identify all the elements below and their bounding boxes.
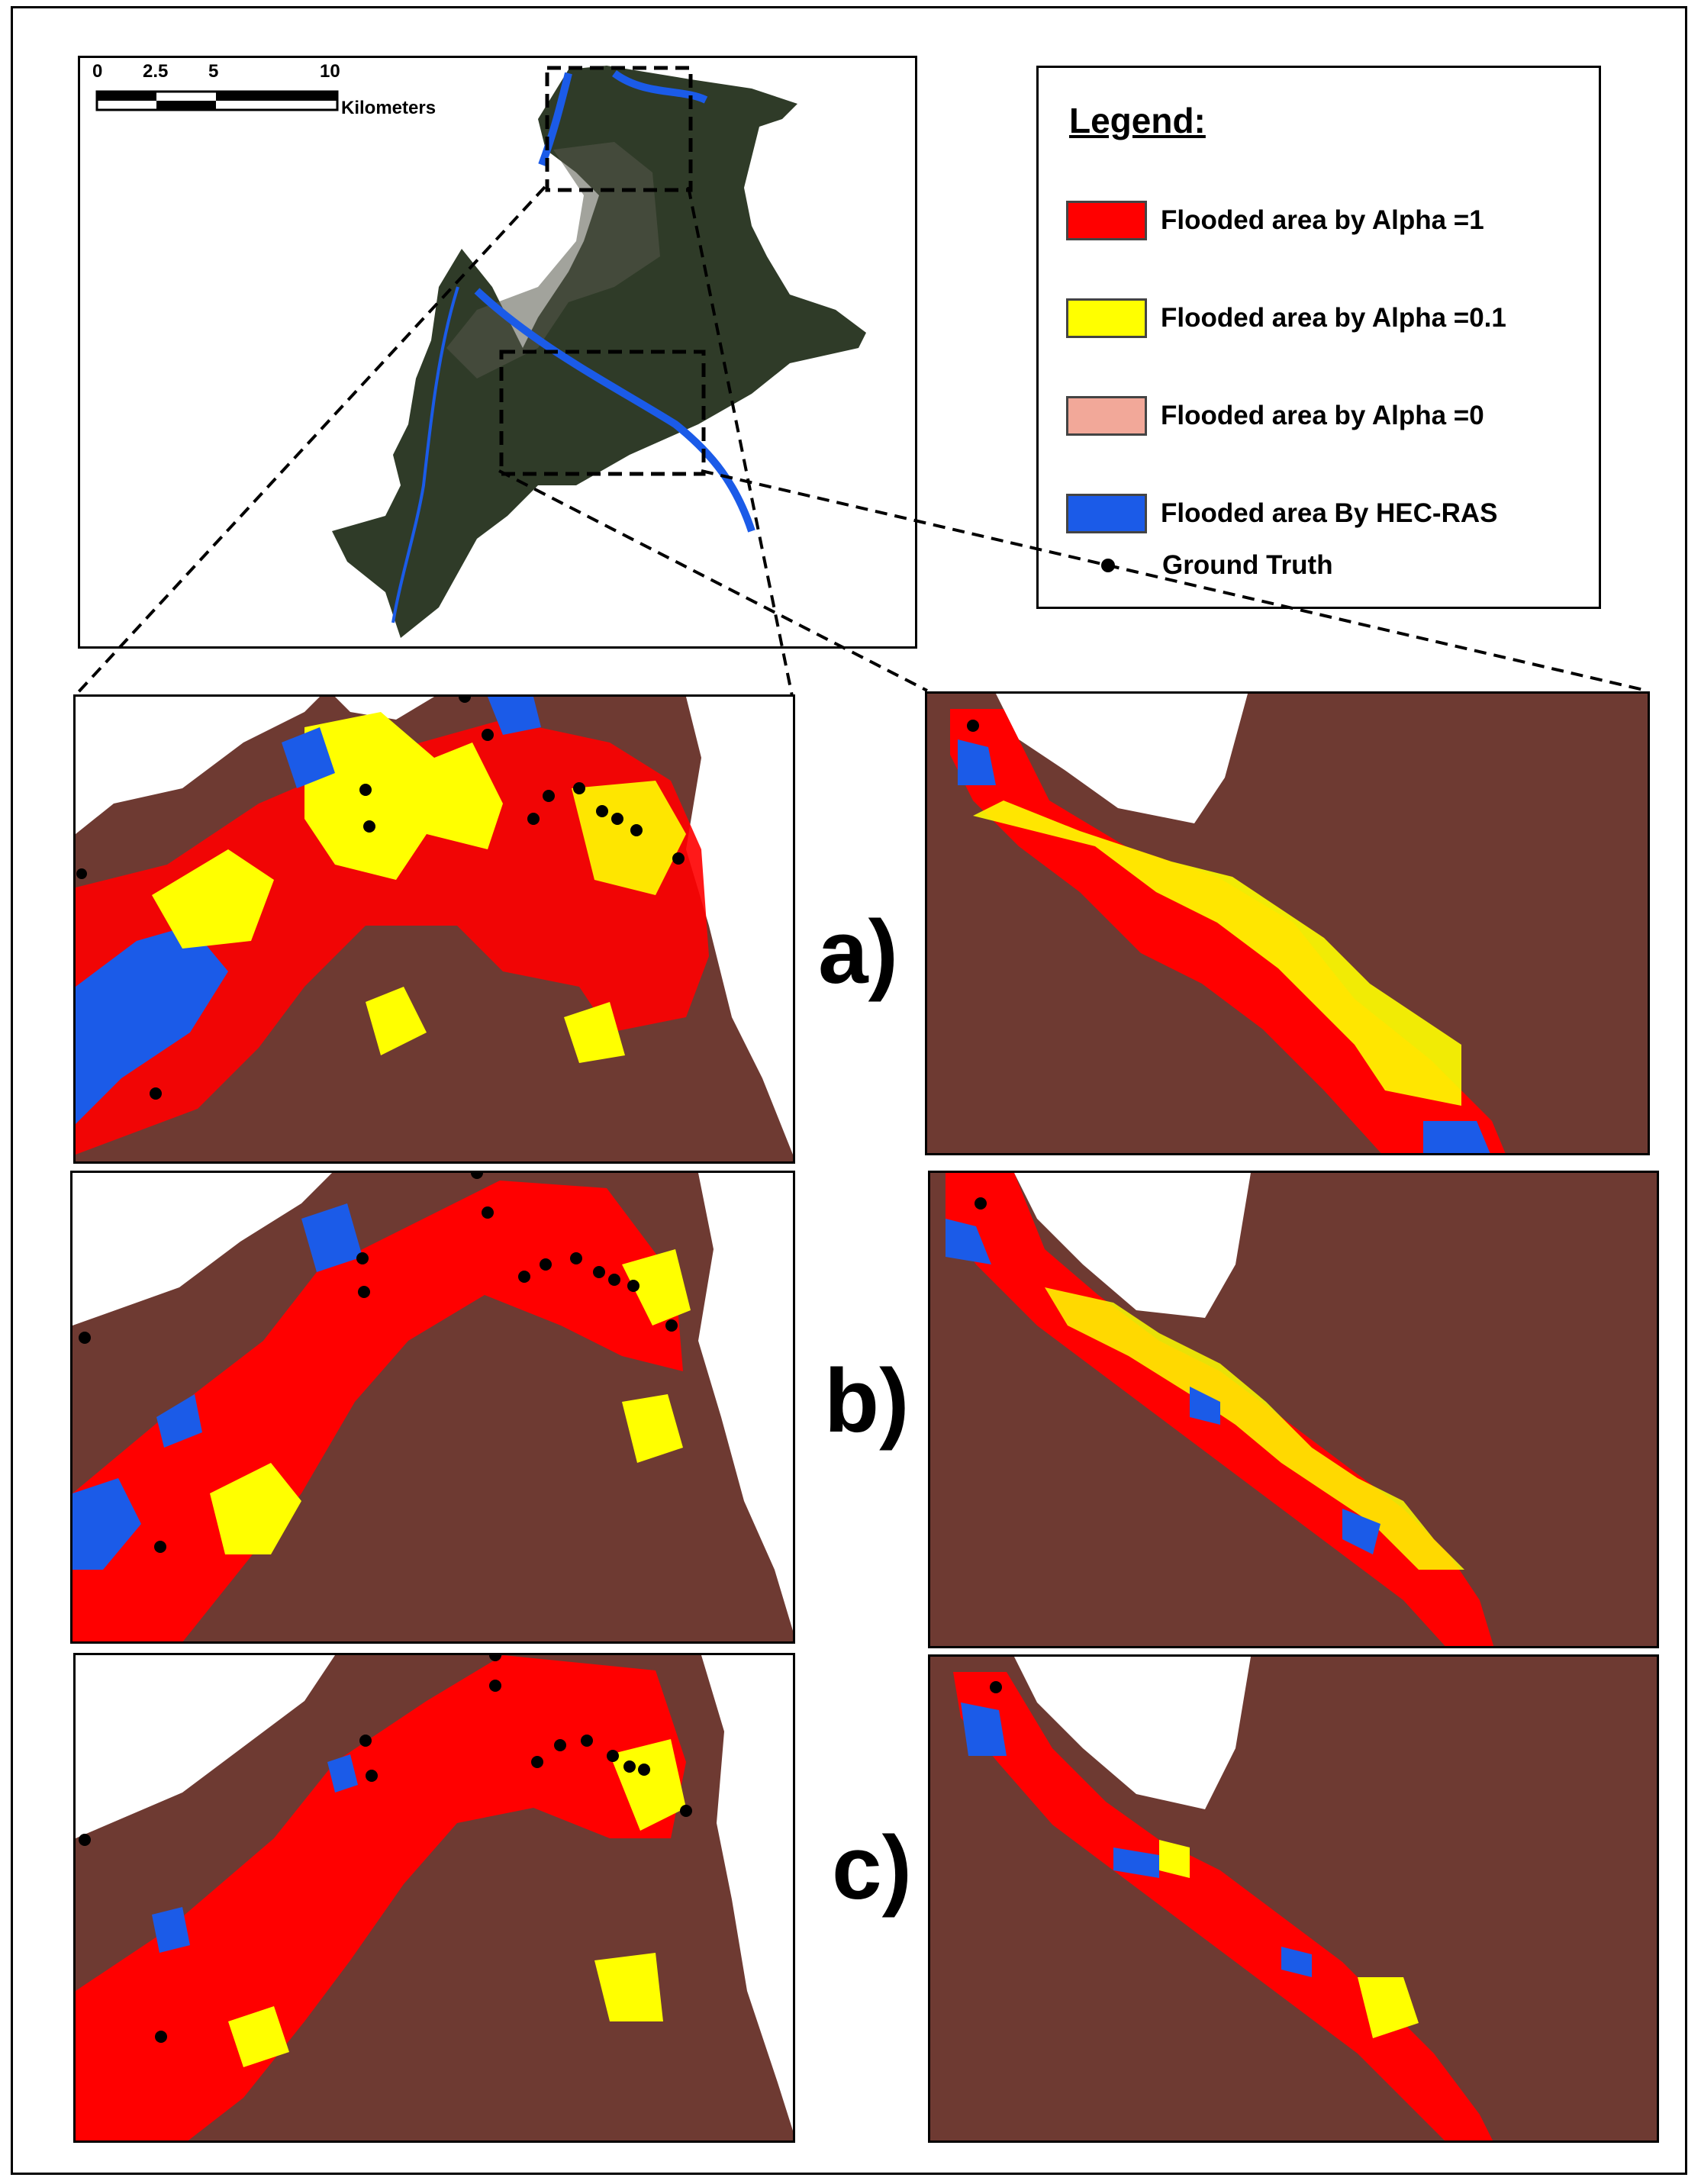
panel-a-left	[73, 694, 795, 1164]
scale-tick-0: 0	[92, 61, 103, 82]
legend-item-alpha-1: Flooded area by Alpha =1	[1066, 198, 1484, 243]
legend-item-ground-truth: Ground Truth	[1066, 543, 1333, 588]
panel-a-right	[925, 691, 1650, 1155]
legend-item-alpha-0: Flooded area by Alpha =0	[1066, 393, 1484, 439]
scale-tick-5: 5	[208, 61, 219, 82]
flood-map-a-right	[950, 694, 1506, 1153]
overview-map: 0 2.5 5 10 Kilometers	[78, 56, 917, 649]
panel-b-right	[928, 1171, 1659, 1648]
row-label-c: c)	[832, 1818, 912, 1918]
row-label-a: a)	[818, 902, 898, 1003]
urban-patches	[446, 142, 660, 378]
flood-map-a-left	[76, 697, 793, 1155]
legend-item-alpha-0-1: Flooded area by Alpha =0.1	[1066, 295, 1506, 341]
legend-swatch-red	[1066, 201, 1147, 240]
legend-label: Flooded area by Alpha =0	[1161, 401, 1484, 430]
panel-c-left	[73, 1653, 795, 2143]
scale-unit: Kilometers	[341, 98, 437, 118]
overview-map-graphic	[95, 66, 866, 638]
scale-bar	[95, 90, 339, 111]
legend-label: Flooded area By HEC-RAS	[1161, 498, 1498, 528]
river-hecras-west	[391, 286, 459, 623]
legend-label: Flooded area by Alpha =1	[1161, 205, 1484, 235]
flood-map-c-left	[76, 1655, 793, 2141]
flood-map-c-right	[953, 1657, 1493, 2141]
flood-map-b-right	[946, 1173, 1494, 1646]
scale-tick-10: 10	[320, 61, 340, 82]
legend-label: Ground Truth	[1162, 550, 1333, 580]
panel-b-left	[70, 1171, 795, 1644]
figure-frame	[11, 6, 1687, 2175]
legend-swatch-blue	[1066, 494, 1147, 533]
row-label-b: b)	[824, 1351, 910, 1451]
scale-tick-2-5: 2.5	[143, 61, 169, 82]
flood-map-b-left	[72, 1173, 793, 1641]
legend-box: Legend: Flooded area by Alpha =1 Flooded…	[1036, 66, 1601, 609]
legend-swatch-salmon	[1066, 396, 1147, 436]
legend-swatch-yellow	[1066, 298, 1147, 338]
panel-c-right	[928, 1654, 1659, 2143]
legend-label: Flooded area by Alpha =0.1	[1161, 303, 1506, 333]
zoom-frame-south	[499, 350, 706, 476]
legend-title: Legend:	[1069, 101, 1206, 140]
zoom-frame-north	[545, 66, 693, 192]
river-hecras	[474, 69, 755, 533]
legend-item-hecras: Flooded area By HEC-RAS	[1066, 491, 1497, 536]
